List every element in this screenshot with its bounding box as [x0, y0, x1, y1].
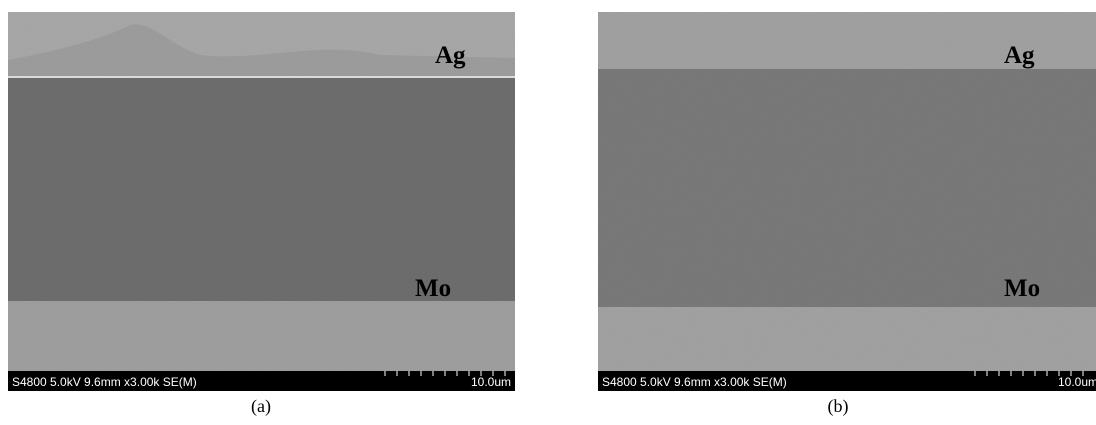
micrograph-a: Ag Mo S4800 5.0kV 9.6mm x3.00k SE(M) 10.… — [8, 12, 515, 391]
caption: (a) — [251, 396, 271, 417]
micrograph-b: Ag Mo S4800 5.0kV 9.6mm x3.00k SE(M) 10.… — [598, 12, 1096, 391]
scale-label: 10.0um — [471, 375, 511, 389]
layer-label: Ag — [1004, 42, 1035, 69]
layer-label: Mo — [1004, 275, 1040, 302]
caption: (b) — [828, 396, 849, 417]
info-bar: S4800 5.0kV 9.6mm x3.00k SE(M) — [12, 375, 197, 389]
page: Ag Mo S4800 5.0kV 9.6mm x3.00k SE(M) 10.… — [0, 0, 1096, 425]
scale-label: 10.0um — [1058, 375, 1096, 389]
info-bar: S4800 5.0kV 9.6mm x3.00k SE(M) — [602, 375, 787, 389]
figure: Ag Mo S4800 5.0kV 9.6mm x3.00k SE(M) 10.… — [0, 0, 1096, 425]
layer-label: Ag — [435, 42, 466, 69]
layer-label: Mo — [415, 275, 451, 302]
